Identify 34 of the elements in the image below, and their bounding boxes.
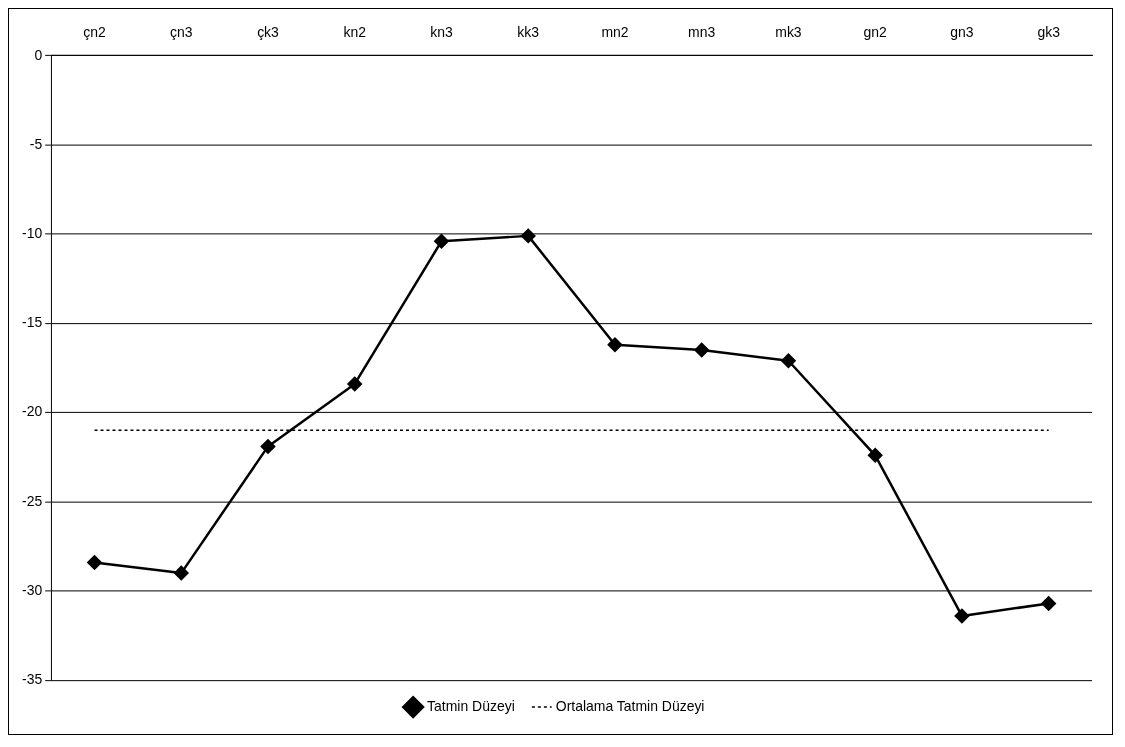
y-tick-label: -5 bbox=[29, 135, 43, 152]
y-tick-label: -15 bbox=[21, 314, 43, 331]
x-tick-label: gk3 bbox=[1037, 24, 1061, 41]
point bbox=[260, 439, 276, 454]
point bbox=[434, 234, 449, 249]
point bbox=[694, 342, 709, 358]
point bbox=[607, 337, 623, 352]
x-tick-label: kk3 bbox=[517, 24, 540, 41]
x-tick-label: gn2 bbox=[863, 24, 888, 41]
x-tick-label: mn3 bbox=[688, 24, 716, 41]
y-tick-label: -35 bbox=[21, 671, 43, 687]
point bbox=[781, 353, 796, 369]
point bbox=[174, 565, 189, 581]
legend-label: Tatmin Düzeyi bbox=[427, 697, 515, 714]
y-tick-label: -30 bbox=[21, 581, 43, 598]
x-tick-label: kn2 bbox=[343, 24, 367, 41]
x-tick-label: çn2 bbox=[83, 24, 107, 41]
point bbox=[87, 555, 102, 570]
x-tick-label: mn2 bbox=[601, 24, 629, 41]
point bbox=[954, 608, 970, 624]
point bbox=[520, 228, 536, 244]
x-tick-label: çk3 bbox=[257, 24, 280, 41]
y-tick-label: -25 bbox=[21, 492, 43, 509]
x-tick-label: mk3 bbox=[775, 24, 802, 41]
x-tick-label: gn3 bbox=[950, 24, 974, 41]
point bbox=[347, 376, 362, 392]
y-tick-label: 0 bbox=[34, 46, 43, 63]
point bbox=[1041, 596, 1056, 611]
point bbox=[867, 448, 883, 463]
y-tick-label: -20 bbox=[21, 403, 43, 420]
x-tick-label: çn3 bbox=[170, 24, 193, 41]
x-tick-label: kn3 bbox=[430, 24, 453, 41]
legend-label: Ortalama Tatmin Düzeyi bbox=[555, 697, 705, 714]
y-tick-label: -10 bbox=[21, 224, 43, 241]
